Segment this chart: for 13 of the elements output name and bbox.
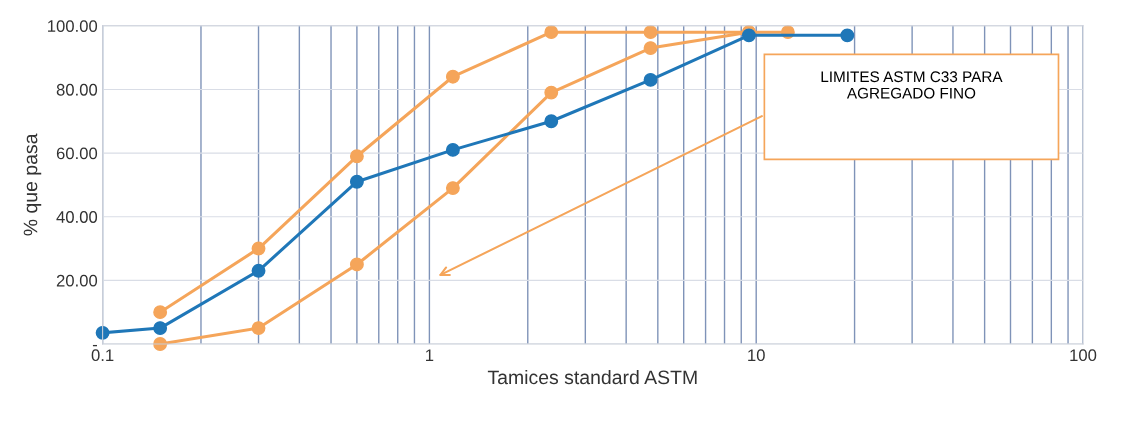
y-tick-label: 20.00 bbox=[56, 274, 98, 287]
y-tick-label: - bbox=[92, 344, 97, 347]
y-tick-label: 40.00 bbox=[56, 211, 98, 223]
y-tick-label: 100.00 bbox=[48, 20, 98, 32]
x-tick-label: 1 bbox=[426, 349, 434, 361]
y-tick-label: 60.00 bbox=[56, 147, 98, 160]
y-axis-title: % que pasa bbox=[23, 133, 42, 236]
x-tick-label: 100 bbox=[1070, 349, 1097, 362]
x-axis-title: Tamices standard ASTM bbox=[487, 369, 697, 385]
annotation: LIMITES ASTM C33 PARA AGREGADO FINO bbox=[821, 71, 1003, 99]
y-tick-label: 80.00 bbox=[56, 83, 98, 96]
x-tick-label: 10 bbox=[748, 349, 765, 362]
x-tick-label: 0.1 bbox=[91, 349, 114, 362]
